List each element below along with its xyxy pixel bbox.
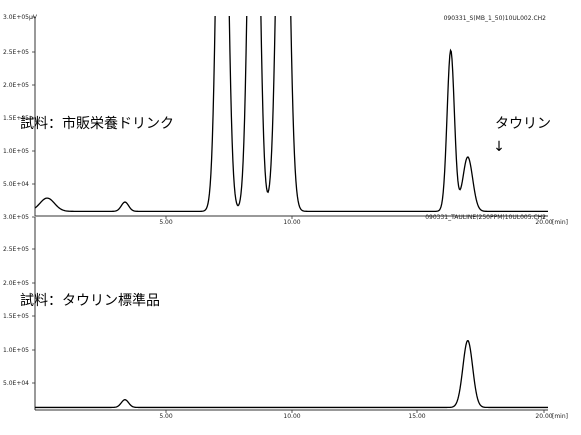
y-tick-label: 3.0E+05μV (3, 14, 38, 21)
file-name: 090331_TAULINE(250PPM)10UL005.CH2 (425, 214, 546, 221)
chromatogram-trace (35, 340, 548, 409)
x-tick-label: 20.00 (535, 219, 552, 226)
y-tick-label: 2.5E+05 (3, 49, 29, 56)
x-tick-label: 20.00 (535, 413, 552, 420)
y-tick-label: 5.0E+04 (3, 380, 29, 387)
x-unit-label: [min] (552, 413, 568, 420)
x-tick-label: 10.00 (283, 219, 300, 226)
sample-annotation: 試料：市販栄養ドリンク (20, 115, 174, 132)
y-tick-label: 2.0E+05 (3, 82, 29, 89)
y-tick-label: 2.0E+05 (3, 280, 29, 287)
y-tick-label: 3.0E+05 (3, 214, 29, 221)
x-tick-label: 15.00 (408, 413, 425, 420)
x-tick-label: 5.00 (159, 219, 173, 226)
chromatogram-panel-1: 3.0E+05μV 2.5E+05 2.0E+05 1.5E+05 1.0E+05 5.0… (3, 14, 568, 226)
peak-label: タウリン (495, 116, 551, 132)
y-tick-label: 1.0E+05 (3, 347, 29, 354)
y-tick-label: 2.5E+05 (3, 246, 29, 253)
file-name: 090331_S(MB_1_50)10UL002.CH2 (444, 15, 547, 22)
chromatogram-trace (35, 16, 548, 213)
x-tick-label: 10.00 (283, 413, 300, 420)
y-tick-label: 5.0E+04 (3, 181, 29, 188)
sample-annotation: 試料：タウリン標準品 (20, 293, 160, 309)
y-tick-label: 1.5E+05 (3, 313, 29, 320)
y-tick-label: 1.0E+05 (3, 148, 29, 155)
x-tick-label: 5.00 (159, 413, 173, 420)
peak-arrow: ↓ (493, 139, 505, 155)
y-tick-label: 1.5E+05 (3, 115, 29, 122)
x-unit-label: [min] (552, 219, 568, 226)
chromatogram-panel-2: 3.0E+05 2.5E+05 2.0E+05 1.5E+05 1.0E+05 5.0E+… (3, 214, 568, 420)
